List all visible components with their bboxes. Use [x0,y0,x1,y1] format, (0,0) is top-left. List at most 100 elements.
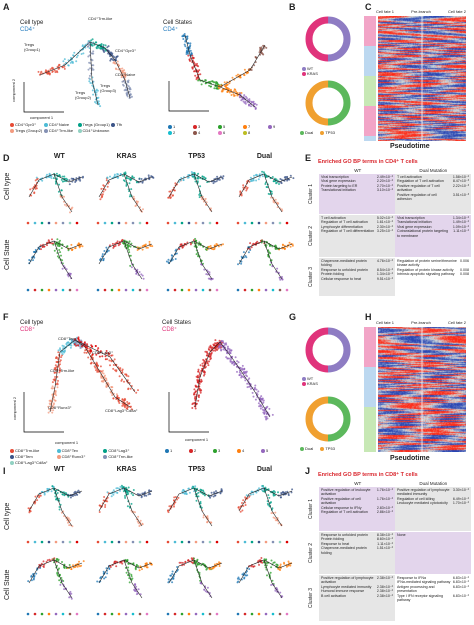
legend-item: 4 [237,448,261,453]
mini-legend-dot [278,540,282,544]
go-term: T cell activation 1.58×10⁻² [397,175,469,179]
mini-legend-dot [75,612,79,616]
cell-point [124,75,127,78]
cell-point [88,54,91,57]
trajectory-line [74,339,136,393]
cell-point [287,560,290,563]
cell-point [101,253,104,256]
panel-letter-g: G [289,312,297,322]
cell-point [208,348,211,351]
cell-point [141,568,143,571]
cell-point [187,54,190,57]
cell-point [73,343,76,346]
cell-point [255,388,258,391]
cell-point [278,276,281,279]
panel-letter-f: F [3,312,9,322]
trajectory-line [89,41,99,106]
cell-point [88,74,91,77]
cell-point [261,406,264,409]
cell-point [204,350,207,353]
cell-point [196,380,199,383]
cell-point [56,71,59,74]
cell-point [279,569,282,571]
cell-point [272,561,275,564]
cell-point [193,557,195,560]
grid-cell-r0-c2 [166,485,223,544]
cell-point [107,45,110,48]
mini-legend-dot [180,221,184,225]
go-term: Regulation of T cell differentiation 3.25… [321,229,393,234]
cell-point [268,251,271,254]
cell-point [220,90,223,93]
cell-point [119,489,121,492]
cell-point [106,46,109,49]
grid-cell-r1-c2 [166,557,223,616]
mini-legend-dot [208,612,212,616]
cell-point [238,374,241,376]
cell-point [65,177,68,180]
cell-point [244,496,247,499]
cell-point [167,261,170,264]
cell-point [107,352,110,355]
cell-point [245,374,247,377]
cell-point [67,59,70,62]
cell-point [123,380,125,383]
cell-point [57,351,60,354]
go-term: Chaperone-mediated protein folding 4.76×1… [321,259,393,268]
cell-point [191,241,194,244]
cell-point [83,351,86,354]
cell-point [259,407,262,410]
annot-cd8-lag3-cd8a: CD8⁺Lag3⁺Cd8a⁺ [105,408,138,413]
cell-point [124,406,126,409]
cell-point [237,580,240,583]
legend-item: 1 [168,124,193,130]
cell-point [167,578,170,581]
cell-point [116,173,119,175]
cell-point [109,244,111,247]
mini-legend-dot [194,221,198,225]
cell-point [260,557,263,559]
cell-point [122,174,124,177]
cell-point [265,46,268,49]
cell-point [68,564,71,566]
cell-point [34,179,37,182]
cell-point [146,246,149,249]
cell-point [260,395,263,398]
cell-point [270,192,273,195]
mini-legend-dot [26,612,30,616]
cell-point [165,260,168,263]
cell-point [243,372,246,375]
legend-cd4-cell-type: CD4⁺Gpr3⁺ CD4⁺Naive Tregs (Group1) Tfh Tregs… [10,122,145,134]
cell-point [193,490,196,493]
cell-point [215,342,218,345]
cell-point [124,71,127,74]
cell-point [194,74,197,77]
cell-point [208,245,211,248]
cell-point [135,201,138,204]
cell-point [109,364,111,367]
mini-legend-dot [138,612,142,616]
cell-point [80,53,83,55]
cell-point [183,43,186,46]
cell-point [54,495,57,498]
cell-point [48,408,51,411]
cell-point [103,577,106,580]
donut-chart-cd4-wt-kras [305,16,351,62]
cell-point [51,67,54,70]
cell-point [242,499,245,502]
cell-point [201,365,204,367]
cell-point [58,506,61,508]
trajectory-line [53,559,73,599]
trajectory-line [53,173,73,213]
cell-point [180,177,183,179]
cell-point [63,58,66,61]
cell-point [73,51,76,54]
cell-point [136,268,139,271]
cell-point [94,101,96,103]
panel-letter-c: C [365,2,372,12]
cell-point [200,83,203,86]
cell-point [248,385,251,388]
cell-point [183,492,186,495]
cell-point [128,251,131,254]
cell-point [199,185,202,188]
